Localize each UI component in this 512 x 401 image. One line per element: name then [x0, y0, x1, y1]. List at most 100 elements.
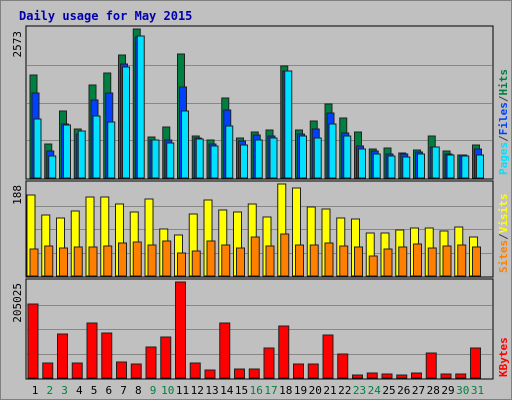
bar-sites: [250, 236, 260, 277]
x-tick-label: 13: [205, 384, 218, 397]
bar-sites: [398, 246, 408, 277]
x-tick-label: 14: [220, 384, 234, 397]
bar-sites: [73, 246, 83, 277]
bar-pages: [92, 115, 101, 179]
x-tick-label: 10: [161, 384, 174, 397]
bar-kbytes: [175, 281, 186, 379]
bar-sites: [177, 252, 186, 277]
bar-pages: [269, 137, 278, 179]
bar-kbytes: [278, 325, 290, 379]
bar-pages: [461, 155, 470, 179]
bar-kbytes: [71, 362, 83, 379]
legend-entry: /: [497, 95, 510, 102]
x-tick-label: 18: [279, 384, 292, 397]
bar-sites: [88, 246, 98, 277]
bar-kbytes: [263, 347, 275, 379]
bar-kbytes: [160, 336, 172, 379]
x-tick-label: 8: [135, 384, 142, 397]
bar-kbytes: [352, 374, 363, 379]
bar-pages: [107, 121, 116, 179]
x-tick-label: 5: [91, 384, 98, 397]
bar-pages: [372, 153, 381, 179]
x-tick-label: 4: [76, 384, 83, 397]
bar-sites: [265, 245, 275, 277]
bar-pages: [240, 144, 248, 179]
ymax-label-kbytes: 205025: [11, 283, 24, 323]
bar-pages: [387, 155, 396, 179]
bar-sites: [354, 246, 363, 277]
bar-kbytes: [116, 361, 127, 379]
x-tick-label: 12: [191, 384, 204, 397]
bar-sites: [191, 250, 201, 277]
legend-entry: Pages: [497, 142, 510, 175]
bar-kbytes: [248, 368, 260, 379]
bar-sites: [162, 240, 172, 277]
x-tick-label: 31: [471, 384, 484, 397]
bar-pages: [122, 66, 130, 179]
bar-kbytes: [219, 322, 231, 379]
bar-kbytes: [440, 373, 452, 379]
bar-sites: [368, 255, 378, 277]
x-tick-label: 27: [412, 384, 425, 397]
legend-entry: Hits: [497, 69, 510, 96]
bar-pages: [77, 130, 86, 179]
bar-pages: [476, 154, 484, 179]
bar-sites: [442, 245, 452, 277]
bar-kbytes: [396, 374, 408, 379]
legend-entry: Visits: [497, 194, 510, 234]
x-tick-label: 19: [294, 384, 307, 397]
bar-kbytes: [307, 363, 319, 379]
bar-pages: [431, 146, 440, 179]
bar-sites: [457, 244, 467, 277]
ymax-label-visits: 188: [11, 185, 24, 205]
bar-pages: [358, 148, 366, 179]
bar-sites: [280, 233, 290, 277]
bar-kbytes: [234, 368, 245, 379]
x-tick-label: 24: [368, 384, 382, 397]
bar-pages: [417, 153, 425, 179]
bar-sites: [118, 242, 127, 277]
bar-pages: [63, 124, 71, 179]
bar-pages: [195, 138, 204, 179]
x-tick-label: 1: [32, 384, 39, 397]
bar-pages: [33, 118, 42, 179]
bar-sites: [221, 244, 231, 277]
bar-pages: [343, 135, 352, 179]
bar-sites: [59, 247, 68, 277]
bar-kbytes: [381, 373, 393, 379]
bar-pages: [328, 123, 337, 179]
bar-kbytes: [411, 372, 422, 379]
bar-sites: [413, 243, 422, 277]
bar-kbytes: [86, 322, 98, 379]
bar-sites: [309, 244, 319, 277]
bar-sites: [44, 245, 54, 277]
x-tick-label: 20: [309, 384, 322, 397]
bar-pages: [446, 154, 455, 179]
x-tick-label: 2: [46, 384, 53, 397]
x-tick-label: 16: [250, 384, 263, 397]
bar-kbytes: [470, 347, 481, 379]
bar-sites: [472, 246, 481, 277]
bar-kbytes: [293, 363, 304, 379]
legend-entry: Sites: [497, 240, 510, 273]
x-tick-label: 21: [323, 384, 336, 397]
bar-pages: [284, 70, 293, 179]
bar-sites: [236, 247, 245, 277]
bar-kbytes: [27, 303, 39, 379]
legend-1: Sites/Visits: [497, 194, 510, 274]
legend-2: KBytes: [497, 337, 510, 377]
bar-pages: [225, 125, 234, 179]
bar-sites: [132, 241, 142, 277]
bar-pages: [402, 156, 411, 179]
x-tick-label: 7: [120, 384, 127, 397]
bar-kbytes: [322, 334, 334, 379]
bar-kbytes: [42, 362, 54, 379]
bar-kbytes: [57, 333, 68, 379]
x-tick-label: 6: [105, 384, 112, 397]
bar-sites: [324, 242, 334, 277]
legend-entry: Files: [497, 102, 510, 135]
x-tick-label: 11: [176, 384, 189, 397]
